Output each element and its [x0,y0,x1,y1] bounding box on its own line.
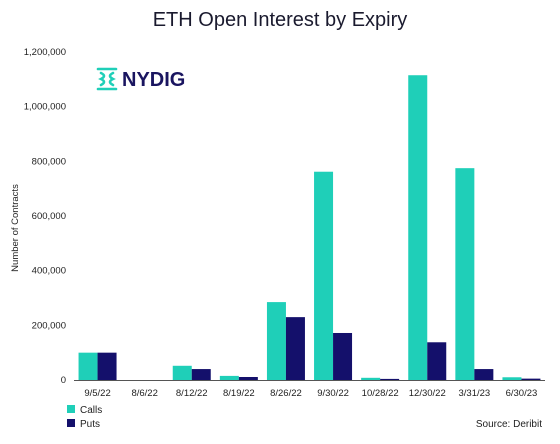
chart-title: ETH Open Interest by Expiry [153,9,408,31]
bar-puts [474,369,494,380]
bar-puts [427,342,447,380]
y-axis-label: Number of Contracts [10,184,21,272]
legend-label-puts: Puts [80,419,100,430]
x-tick-label: 8/26/22 [270,388,302,399]
logo: NYDIG [96,67,185,91]
y-axis-ticks: 0 200,000 400,000 600,000 800,000 1,000,000 1,… [24,47,66,386]
x-tick-label: 6/30/23 [506,388,538,399]
bar-puts [97,352,117,380]
y-tick-label: 0 [61,375,66,386]
legend: Calls Puts [67,405,102,430]
bar-calls [314,171,334,380]
x-tick-label: 8/6/22 [131,388,157,399]
source-note: Source: Deribit [476,419,542,430]
bars [78,75,541,380]
bar-calls [172,365,192,380]
bar-calls [78,352,98,380]
y-tick-label: 1,200,000 [24,47,66,58]
y-tick-label: 800,000 [32,156,66,167]
bar-calls [219,375,239,380]
x-tick-label: 8/19/22 [223,388,255,399]
y-tick-label: 400,000 [32,266,66,277]
x-tick-label: 3/31/23 [458,388,490,399]
bar-puts [521,378,541,380]
x-tick-label: 9/30/22 [317,388,349,399]
nydig-logo-icon [96,67,118,91]
y-tick-label: 1,000,000 [24,102,66,113]
bar-puts [333,332,353,380]
bar-calls [408,75,428,380]
x-tick-label: 9/5/22 [84,388,110,399]
bar-calls [361,377,381,380]
legend-swatch-puts [67,419,75,427]
legend-swatch-calls [67,405,75,413]
x-axis-ticks: 9/5/22 8/6/22 8/12/22 8/19/22 8/26/22 9/30/22… [84,388,537,399]
x-tick-label: 8/12/22 [176,388,208,399]
x-tick-label: 10/28/22 [362,388,399,399]
bar-calls [502,377,522,380]
legend-label-calls: Calls [80,405,102,416]
y-tick-label: 600,000 [32,211,66,222]
y-tick-label: 200,000 [32,320,66,331]
bar-calls [455,168,475,380]
bar-puts [238,376,258,380]
bar-puts [191,369,211,380]
bar-calls [266,302,286,380]
logo-text: NYDIG [122,69,185,91]
x-tick-label: 12/30/22 [409,388,446,399]
bar-puts [285,317,305,380]
bar-puts [380,378,400,380]
